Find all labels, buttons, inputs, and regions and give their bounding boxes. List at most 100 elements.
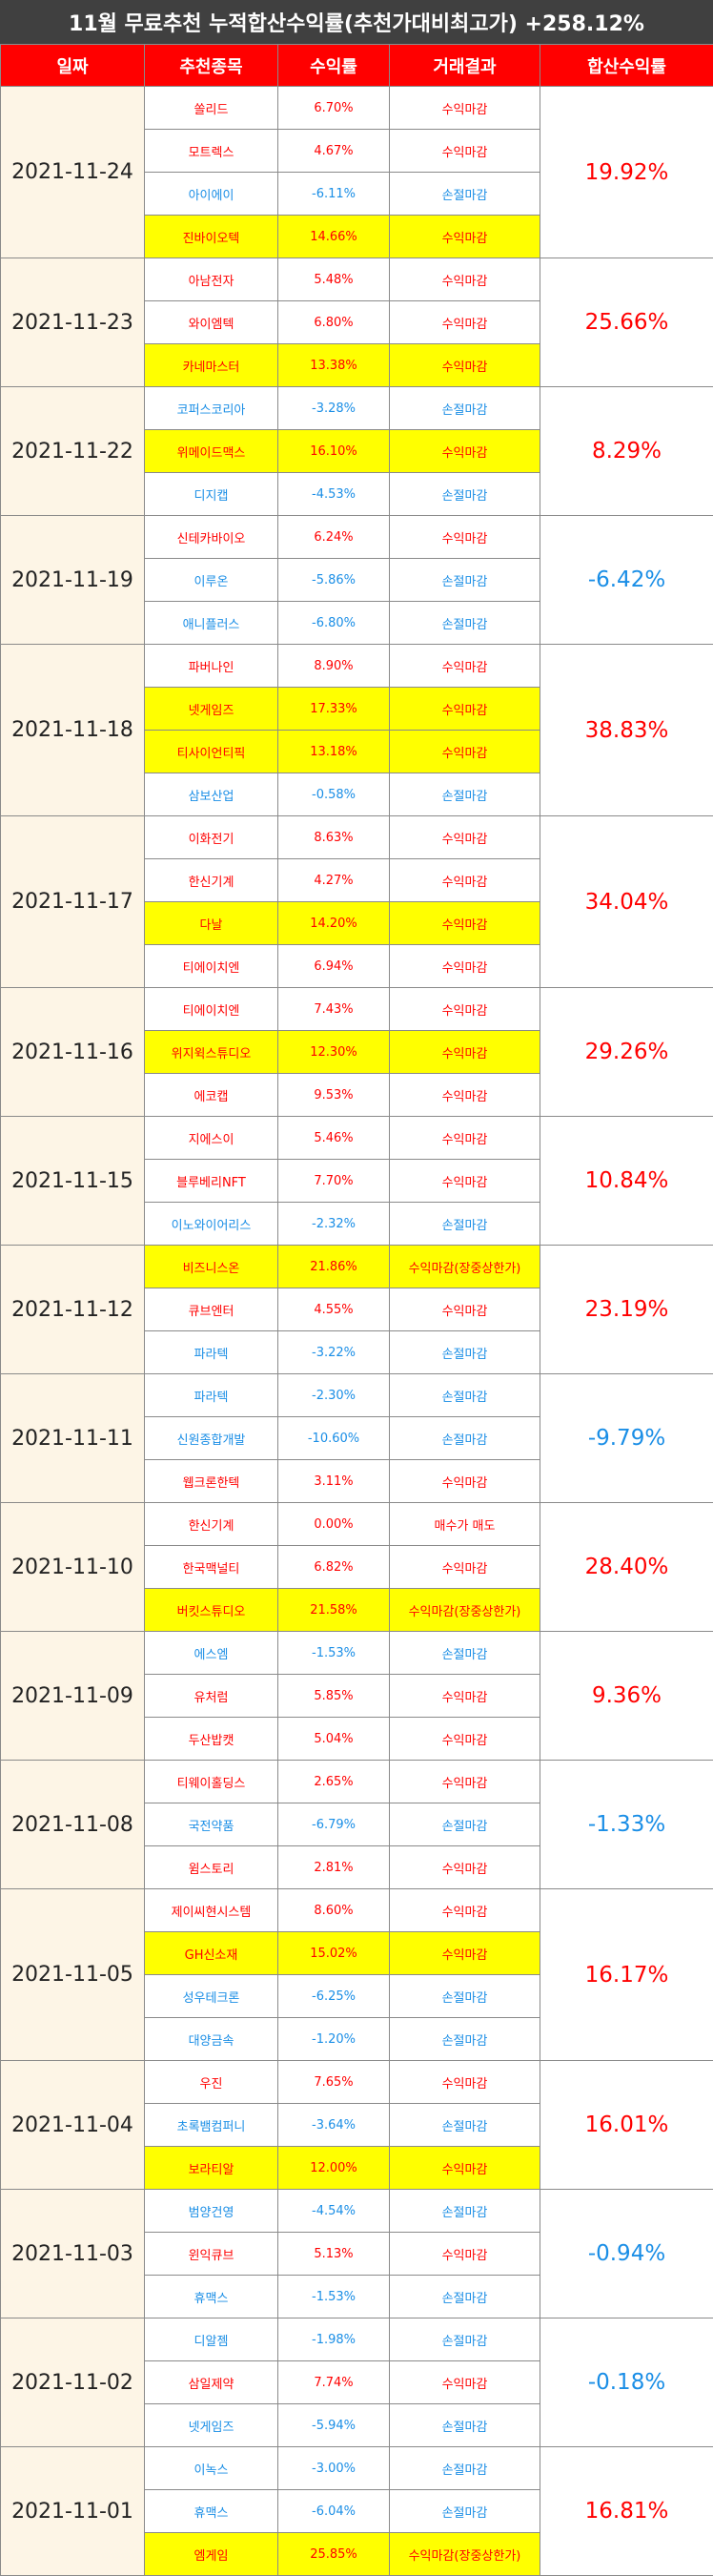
- table-row: 티사이언티픽 13.18% 수익마감: [1, 730, 713, 773]
- table-row: 삼일제약 7.74% 수익마감: [1, 2360, 713, 2404]
- trade-result: 손절마감: [389, 1416, 540, 1460]
- trade-result: 수익마감: [389, 1888, 540, 1932]
- stock-name: 파라텍: [144, 1330, 278, 1374]
- table-row: 한국맥널티 6.82% 수익마감: [1, 1545, 713, 1589]
- stock-name: 이루온: [144, 558, 278, 602]
- table-row: 성우테크론 -6.25% 손절마감: [1, 1974, 713, 2018]
- stock-name: 코퍼스코리아: [144, 386, 278, 430]
- yield-value: 16.10%: [277, 429, 390, 473]
- stock-name: 아남전자: [144, 258, 278, 301]
- date-cell: 2021-11-10: [0, 1502, 145, 1632]
- trade-result: 수익마감: [389, 129, 540, 173]
- date-cell: 2021-11-05: [0, 1888, 145, 2061]
- trade-result: 수익마감(장중상한가): [389, 1588, 540, 1632]
- table-row: 2021-11-08 티웨이홀딩스 2.65% 수익마감 -1.33%: [0, 1760, 713, 1889]
- table-row: 웹크론한텍 3.11% 수익마감: [1, 1459, 713, 1503]
- trade-result: 수익마감: [389, 1760, 540, 1803]
- table-row: 휴맥스 -1.53% 손절마감: [1, 2275, 713, 2318]
- table-row: 2021-11-16 티에이치엔 7.43% 수익마감 29.26%: [0, 987, 713, 1117]
- total-return: -9.79%: [540, 1373, 713, 1503]
- trade-result: 수익마감: [389, 1030, 540, 1074]
- stock-name: 윈익큐브: [144, 2232, 278, 2276]
- yield-value: 25.85%: [277, 2532, 390, 2576]
- date-cell: 2021-11-15: [0, 1116, 145, 1246]
- stock-name: 넷게임즈: [144, 687, 278, 731]
- stock-name: 삼보산업: [144, 773, 278, 816]
- table-row: 2021-11-18 파버나인 8.90% 수익마감 38.83%: [0, 644, 713, 816]
- stock-name: 엠게임: [144, 2532, 278, 2576]
- stock-name: 아이에이: [144, 172, 278, 216]
- yield-value: 7.70%: [277, 1159, 390, 1203]
- total-return: -6.42%: [540, 515, 713, 645]
- stock-name: 다날: [144, 901, 278, 945]
- table-row: 카네마스터 13.38% 수익마감: [1, 343, 713, 387]
- yield-value: -1.20%: [277, 2017, 390, 2061]
- table-row: 큐브엔터 4.55% 수익마감: [1, 1288, 713, 1331]
- yield-value: -4.53%: [277, 472, 390, 516]
- stock-name: 위메이드맥스: [144, 429, 278, 473]
- header-date: 일짜: [0, 44, 145, 87]
- stock-name: 넷게임즈: [144, 2403, 278, 2447]
- yield-value: 13.18%: [277, 730, 390, 773]
- yield-value: 8.90%: [277, 644, 390, 688]
- table-row: 2021-11-02 디알젬 -1.98% 손절마감 -0.18%: [0, 2318, 713, 2447]
- date-cell: 2021-11-09: [0, 1631, 145, 1761]
- table-row: 초록뱀컴퍼니 -3.64% 손절마감: [1, 2103, 713, 2147]
- stock-name: 지에스이: [144, 1116, 278, 1160]
- stock-name: 애니플러스: [144, 601, 278, 645]
- trade-result: 수익마감: [389, 1931, 540, 1975]
- stock-name: 두산밥캣: [144, 1717, 278, 1761]
- trade-result: 수익마감: [389, 2232, 540, 2276]
- table-row: 두산밥캣 5.04% 수익마감: [1, 1717, 713, 1761]
- trade-result: 수익마감: [389, 1159, 540, 1203]
- yield-value: -2.30%: [277, 1373, 390, 1417]
- stock-name: 이화전기: [144, 815, 278, 859]
- trade-result: 손절마감: [389, 601, 540, 645]
- yield-value: 5.48%: [277, 258, 390, 301]
- date-cell: 2021-11-18: [0, 644, 145, 816]
- stock-name: 이노와이어리스: [144, 1202, 278, 1246]
- yield-value: 5.46%: [277, 1116, 390, 1160]
- total-return: 16.81%: [540, 2446, 713, 2576]
- stock-name: 성우테크론: [144, 1974, 278, 2018]
- yield-value: -1.53%: [277, 1631, 390, 1675]
- stock-name: 파버나인: [144, 644, 278, 688]
- date-cell: 2021-11-02: [0, 2318, 145, 2447]
- trade-result: 손절마감: [389, 1974, 540, 2018]
- yield-value: 17.33%: [277, 687, 390, 731]
- stock-name: 티에이치엔: [144, 944, 278, 988]
- table-row: 엠게임 25.85% 수익마감(장중상한가): [1, 2532, 713, 2576]
- table-row: 위메이드맥스 16.10% 수익마감: [1, 429, 713, 473]
- trade-result: 손절마감: [389, 1373, 540, 1417]
- trade-result: 손절마감: [389, 1202, 540, 1246]
- trade-result: 손절마감: [389, 472, 540, 516]
- trade-result: 손절마감: [389, 1330, 540, 1374]
- date-cell: 2021-11-12: [0, 1245, 145, 1374]
- stock-name: 신원종합개발: [144, 1416, 278, 1460]
- table-row: 대양금속 -1.20% 손절마감: [1, 2017, 713, 2061]
- trade-result: 수익마감: [389, 815, 540, 859]
- table-row: 2021-11-04 우진 7.65% 수익마감 16.01%: [0, 2060, 713, 2190]
- yield-value: 7.74%: [277, 2360, 390, 2404]
- stock-name: 초록뱀컴퍼니: [144, 2103, 278, 2147]
- table-row: 진바이오텍 14.66% 수익마감: [1, 215, 713, 258]
- yield-value: 0.00%: [277, 1502, 390, 1546]
- table-row: 2021-11-22 코퍼스코리아 -3.28% 손절마감 8.29%: [0, 386, 713, 516]
- table-row: 2021-11-23 아남전자 5.48% 수익마감 25.66%: [0, 258, 713, 387]
- trade-result: 손절마감: [389, 2446, 540, 2490]
- table-row: 윈익큐브 5.13% 수익마감: [1, 2232, 713, 2276]
- total-return: 10.84%: [540, 1116, 713, 1246]
- table-row: 한신기계 4.27% 수익마감: [1, 858, 713, 902]
- stock-name: 블루베리NFT: [144, 1159, 278, 1203]
- trade-result: 손절마감: [389, 386, 540, 430]
- date-cell: 2021-11-03: [0, 2189, 145, 2318]
- yield-value: -6.25%: [277, 1974, 390, 2018]
- table-row: 파라텍 -3.22% 손절마감: [1, 1330, 713, 1374]
- header-total: 합산수익률: [540, 44, 713, 87]
- table-row: 와이엠텍 6.80% 수익마감: [1, 300, 713, 344]
- trade-result: 손절마감: [389, 2403, 540, 2447]
- yield-value: 15.02%: [277, 1931, 390, 1975]
- table-row: 신원종합개발 -10.60% 손절마감: [1, 1416, 713, 1460]
- trade-result: 손절마감: [389, 558, 540, 602]
